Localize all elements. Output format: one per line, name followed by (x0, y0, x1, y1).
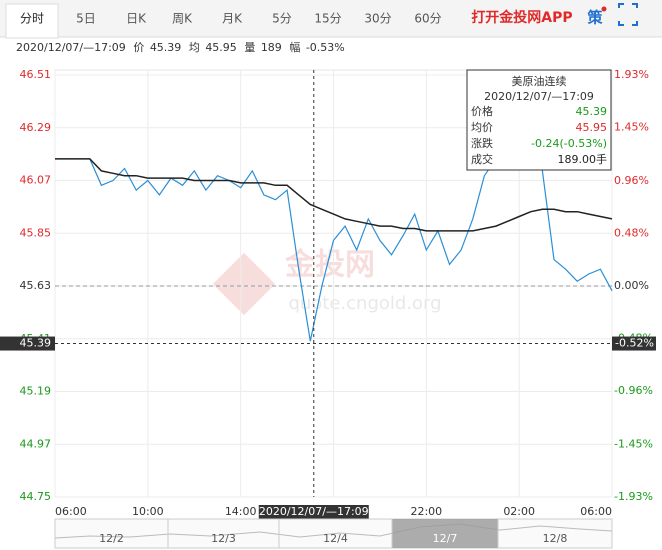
tooltip-value: 45.95 (576, 121, 608, 134)
info-volume: 189 (261, 41, 282, 54)
cursor-x-label: 2020/12/07/—17:09 (259, 505, 369, 518)
x-tick-label: 10:00 (132, 505, 164, 518)
tooltip-time: 2020/12/07/—17:09 (484, 90, 594, 103)
tooltip-label: 成交 (471, 152, 493, 166)
tab[interactable]: 周K (172, 12, 193, 26)
info-avg: 45.95 (205, 41, 237, 54)
tab-active (5, 3, 59, 39)
y2-tick-label: -1.93% (614, 490, 653, 503)
y-tick-label: 45.85 (20, 226, 52, 239)
y2-tick-label: 1.45% (614, 120, 649, 133)
x-tick-label: 22:00 (410, 505, 442, 518)
tooltip-value: 45.39 (576, 105, 608, 118)
series-line (55, 158, 613, 232)
y-tick-label: 44.75 (20, 490, 52, 503)
watermark-brand: 金投网 (284, 248, 375, 283)
tooltip-label: 涨跌 (471, 136, 493, 150)
cursor-y2-label: -0.52% (615, 337, 654, 350)
y-tick-label: 45.63 (20, 279, 52, 292)
tab[interactable]: 15分 (314, 12, 341, 26)
navigator-date: 12/8 (543, 532, 568, 545)
tooltip-value: 189.00手 (558, 152, 608, 166)
info-avg-label: 均 (189, 41, 200, 54)
x-tick-label: 02:00 (503, 505, 535, 518)
info-range: -0.53% (306, 41, 345, 54)
tab[interactable]: 30分 (364, 12, 391, 26)
tab[interactable]: 5分 (272, 12, 292, 26)
x-tick-label: 06:00 (580, 505, 612, 518)
tooltip-label: 均价 (471, 121, 493, 134)
tooltip (466, 69, 612, 171)
cursor-y2-box (612, 336, 656, 351)
info-range-label: 幅 (289, 41, 300, 54)
navigator-date: 12/7 (433, 532, 458, 545)
x-tick-label: 14:00 (225, 505, 257, 518)
tooltip-title: 美原油连续 (512, 74, 567, 88)
navigator-selection[interactable] (392, 519, 498, 548)
cursor-y-box (0, 336, 55, 351)
watermark: 金投网 quote.cngold.org (212, 248, 442, 316)
y-tick-label: 46.29 (20, 121, 52, 134)
y-tick-label: 45.19 (20, 385, 52, 398)
navigator-date: 12/3 (211, 532, 236, 545)
fullscreen-icon[interactable] (618, 3, 638, 26)
tab[interactable]: 60分 (414, 12, 441, 26)
y2-tick-label: 0.00% (614, 279, 649, 292)
y-tick-label: 46.07 (20, 174, 52, 187)
tab[interactable]: 分时 (20, 12, 44, 26)
tooltip-label: 价格 (471, 104, 493, 118)
watermark-logo (212, 252, 276, 316)
y2-tick-label: -1.45% (614, 438, 653, 451)
tab[interactable]: 5日 (76, 12, 96, 26)
tab[interactable]: 日K (126, 12, 147, 26)
info-price-label: 价 (133, 41, 144, 54)
navigator-date: 12/4 (323, 532, 348, 545)
y2-tick-label: -0.96% (614, 384, 653, 397)
app-link[interactable]: 打开金投网APP (471, 9, 572, 26)
cursor-y-label: 45.39 (20, 337, 52, 350)
y2-tick-label: 0.48% (614, 227, 649, 240)
cursor-x-box (258, 505, 369, 519)
y-tick-label: 44.97 (20, 437, 52, 450)
tab-bar (0, 0, 662, 37)
notify-dot (601, 6, 607, 12)
info-volume-label: 量 (244, 41, 255, 54)
navigator-sparkline (54, 523, 613, 539)
watermark-url: quote.cngold.org (288, 293, 441, 314)
y2-tick-label: 1.93% (614, 68, 649, 81)
tab[interactable]: 月K (222, 12, 243, 26)
navigator-date: 12/2 (99, 532, 124, 545)
info-time: 2020/12/07/—17:09 (16, 41, 126, 54)
y-tick-label: 46.51 (20, 68, 52, 81)
info-price: 45.39 (150, 41, 182, 54)
strategy-icon[interactable]: 策 (586, 9, 603, 27)
x-tick-label: 06:00 (55, 505, 87, 518)
tooltip-value: -0.24(-0.53%) (531, 137, 607, 150)
y2-tick-label: 0.96% (614, 174, 649, 187)
info-bar: 2020/12/07/—17:09 价 45.39 均 45.95 量 189 … (16, 41, 345, 54)
